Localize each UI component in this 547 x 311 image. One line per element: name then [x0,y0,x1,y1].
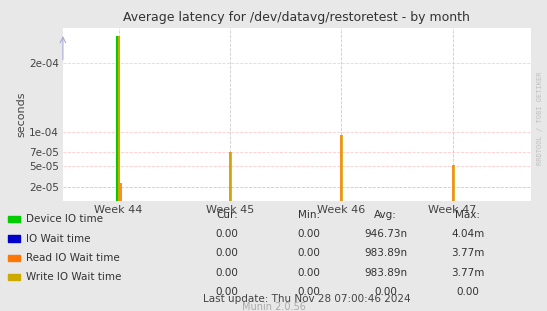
Text: Min:: Min: [298,210,320,220]
Text: Write IO Wait time: Write IO Wait time [26,272,121,282]
Y-axis label: seconds: seconds [16,91,26,137]
Text: 3.77m: 3.77m [451,267,485,277]
Text: 0.00: 0.00 [374,287,397,297]
Text: Avg:: Avg: [374,210,397,220]
Text: 0.00: 0.00 [216,287,238,297]
Text: Cur:: Cur: [216,210,238,220]
Text: Device IO time: Device IO time [26,214,103,224]
Text: 0.00: 0.00 [298,229,321,239]
Text: 0.00: 0.00 [298,267,321,277]
Text: 0.00: 0.00 [216,267,238,277]
Text: 983.89n: 983.89n [364,267,407,277]
Text: 0.00: 0.00 [298,287,321,297]
Text: 0.00: 0.00 [298,248,321,258]
Text: 0.00: 0.00 [216,229,238,239]
Text: Last update: Thu Nov 28 07:00:46 2024: Last update: Thu Nov 28 07:00:46 2024 [202,294,410,304]
Text: 4.04m: 4.04m [451,229,484,239]
Text: IO Wait time: IO Wait time [26,234,90,244]
Text: RRDTOOL / TOBI OETIKER: RRDTOOL / TOBI OETIKER [537,72,543,165]
Text: 0.00: 0.00 [456,287,479,297]
Text: 983.89n: 983.89n [364,248,407,258]
Text: Munin 2.0.56: Munin 2.0.56 [242,302,305,311]
Text: Read IO Wait time: Read IO Wait time [26,253,119,263]
Text: 0.00: 0.00 [216,248,238,258]
Text: Max:: Max: [455,210,480,220]
Text: 3.77m: 3.77m [451,248,485,258]
Text: 946.73n: 946.73n [364,229,407,239]
Title: Average latency for /dev/datavg/restoretest - by month: Average latency for /dev/datavg/restoret… [123,11,470,24]
